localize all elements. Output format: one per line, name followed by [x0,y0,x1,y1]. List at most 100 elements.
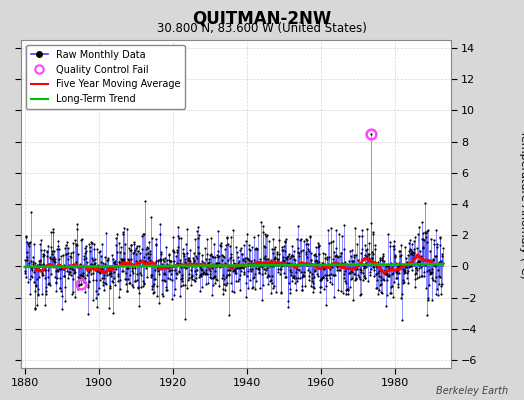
Point [401,264,410,270]
Point [93,268,101,274]
Point [117,256,126,262]
Point [387,284,396,290]
Point [200,260,209,266]
Point [58,265,67,271]
Point [142,246,150,252]
Point [314,273,322,279]
Point [189,254,198,261]
Point [28,266,36,273]
Point [154,268,162,274]
Point [206,250,215,257]
Y-axis label: Temperature Anomaly (°C): Temperature Anomaly (°C) [519,130,524,278]
Point [305,268,314,275]
Point [227,250,235,257]
Point [117,260,125,266]
Point [75,281,83,288]
Point [71,237,79,243]
Point [37,237,46,244]
Point [331,262,340,269]
Point [30,306,39,312]
Point [329,238,337,244]
Point [123,288,131,294]
Point [293,277,301,284]
Point [278,244,286,250]
Point [50,274,59,280]
Point [368,255,376,261]
Point [414,258,423,264]
Point [386,266,395,272]
Point [436,234,444,240]
Point [21,234,30,240]
Point [27,208,36,215]
Point [228,287,237,294]
Point [302,248,311,255]
Point [148,286,157,292]
Point [433,261,442,267]
Point [403,258,411,265]
Point [48,256,57,263]
Point [225,243,234,250]
Point [342,291,350,298]
Point [376,257,384,264]
Point [256,263,265,269]
Point [316,277,324,283]
Point [38,270,47,276]
Point [378,253,387,260]
Point [33,276,41,282]
Point [110,259,118,265]
Point [127,256,135,262]
Point [242,238,250,244]
Point [117,255,125,262]
Point [231,260,239,267]
Point [364,257,372,263]
Point [237,268,246,274]
Point [159,262,168,268]
Point [168,248,177,254]
Point [194,249,203,256]
Point [115,259,123,265]
Point [359,270,367,276]
Point [196,266,205,272]
Point [135,302,143,309]
Point [246,257,255,264]
Point [427,236,435,242]
Point [229,257,237,263]
Point [430,263,439,270]
Point [255,266,263,272]
Point [158,256,167,262]
Point [180,256,189,262]
Point [40,275,49,281]
Point [247,262,255,268]
Point [351,277,359,284]
Point [358,245,367,252]
Point [106,271,115,277]
Point [402,262,411,268]
Point [217,257,226,264]
Point [407,250,416,256]
Point [362,264,370,270]
Point [99,269,107,276]
Point [287,252,296,259]
Point [122,270,130,276]
Point [314,242,323,249]
Point [396,262,404,268]
Point [269,236,277,243]
Point [60,266,69,272]
Point [94,266,102,272]
Point [134,262,143,268]
Point [365,255,373,262]
Point [411,270,420,276]
Point [194,235,202,241]
Point [377,274,385,280]
Point [435,235,444,242]
Point [48,262,56,269]
Point [332,252,340,258]
Point [107,264,116,270]
Point [32,282,40,288]
Point [26,239,35,246]
Point [210,280,219,286]
Point [333,264,341,270]
Point [125,244,134,251]
Point [222,242,231,248]
Point [213,259,222,266]
